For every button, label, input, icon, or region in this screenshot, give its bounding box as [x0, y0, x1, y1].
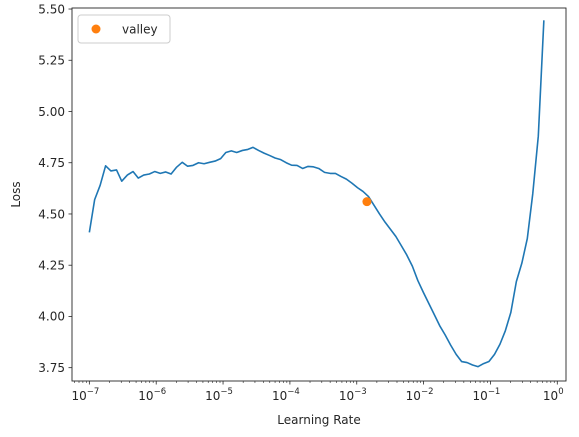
x-axis-ticks: 10−7 10−6 10−5 10−4 10−3 10−2 10−1 100: [71, 381, 564, 403]
y-tick-label: 4.75: [38, 156, 65, 170]
x-tick-label: 10−4: [272, 387, 300, 403]
y-tick-label: 4.00: [38, 310, 65, 324]
legend-valley-marker: [91, 24, 101, 34]
y-tick-label: 4.50: [38, 207, 65, 221]
valley-point: [362, 197, 372, 207]
legend: valley: [77, 14, 171, 44]
y-tick-label: 4.25: [38, 259, 65, 273]
x-tick-label: 100: [543, 387, 564, 403]
y-axis-ticks: 3.75 4.00 4.25 4.50 4.75 5.00 5.25 5.50: [38, 2, 72, 375]
y-tick-label: 5.50: [38, 2, 65, 16]
x-tick-label: 10−2: [406, 387, 434, 403]
x-axis-label: Learning Rate: [277, 413, 360, 427]
x-tick-label: 10−3: [339, 387, 367, 403]
plot-area: [88, 20, 545, 368]
legend-valley-label: valley: [122, 23, 158, 37]
x-tick-label: 10−6: [138, 387, 166, 403]
y-tick-label: 3.75: [38, 361, 65, 375]
y-axis-label: Loss: [9, 181, 23, 207]
x-tick-label: 10−7: [71, 387, 99, 403]
y-tick-label: 5.25: [38, 54, 65, 68]
x-tick-label: 10−5: [205, 387, 233, 403]
x-tick-label: 10−1: [473, 387, 501, 403]
legend-box: [77, 14, 171, 44]
axes-frame: [71, 7, 567, 382]
y-tick-label: 5.00: [38, 105, 65, 119]
loss-curve: [88, 20, 545, 368]
